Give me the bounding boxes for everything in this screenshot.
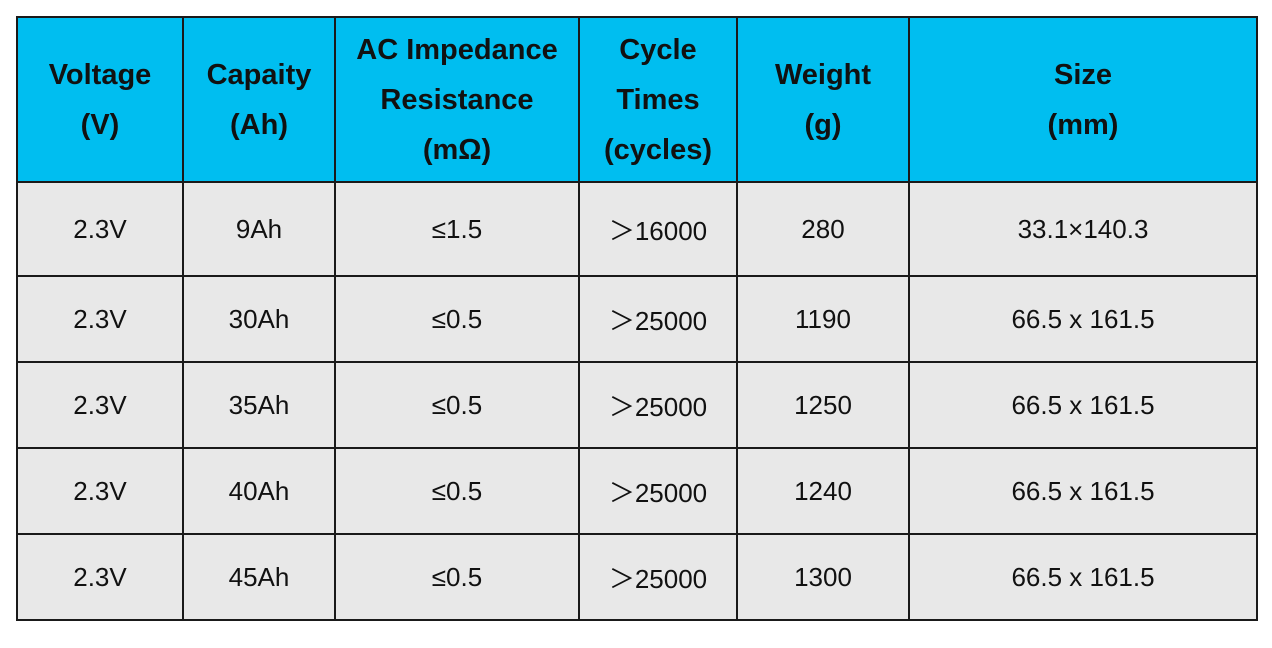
table-header: Voltage (V) Capaity (Ah) AC Impedance Resista… xyxy=(16,16,1258,183)
header-text: (Ah) xyxy=(230,108,288,141)
header-text: AC Impedance xyxy=(356,33,558,66)
header-text: (g) xyxy=(804,108,842,141)
table-cell: 66.5 x 161.5 xyxy=(908,447,1258,535)
table-cell: ≤0.5 xyxy=(334,275,580,363)
table-cell: 1240 xyxy=(736,447,910,535)
table-cell: 66.5 x 161.5 xyxy=(908,533,1258,621)
table-cell: 33.1×140.3 xyxy=(908,181,1258,277)
header-cell: AC Impedance Resistance (mΩ) xyxy=(334,16,580,183)
header-text: Voltage xyxy=(48,58,152,91)
table-row: 2.3V 30Ah ≤0.5 ＞25000 1190 66.5 x 161.5 xyxy=(16,275,1258,363)
header-text: (mm) xyxy=(1047,108,1119,141)
table-cell: 1250 xyxy=(736,361,910,449)
table-cell: 1190 xyxy=(736,275,910,363)
table-cell: 2.3V xyxy=(16,533,184,621)
table-cell: ＞25000 xyxy=(578,447,738,535)
table-cell: 280 xyxy=(736,181,910,277)
table-cell: 40Ah xyxy=(182,447,336,535)
header-text: (mΩ) xyxy=(422,133,492,166)
table-row: 2.3V 9Ah ≤1.5 ＞16000 280 33.1×140.3 xyxy=(16,181,1258,277)
header-text: Weight xyxy=(774,58,872,91)
table-cell: ＞25000 xyxy=(578,361,738,449)
header-text: Capaity xyxy=(206,58,312,91)
table-row: 2.3V 35Ah ≤0.5 ＞25000 1250 66.5 x 161.5 xyxy=(16,361,1258,449)
table-body: 2.3V 9Ah ≤1.5 ＞16000 280 33.1×140.3 2.3V 30Ah ≤0… xyxy=(16,181,1258,621)
header-row: Voltage (V) Capaity (Ah) AC Impedance Resista… xyxy=(16,16,1258,183)
table-row: 2.3V 45Ah ≤0.5 ＞25000 1300 66.5 x 161.5 xyxy=(16,533,1258,621)
table-cell: ＞25000 xyxy=(578,275,738,363)
table-cell: 2.3V xyxy=(16,447,184,535)
table-cell: ＞16000 xyxy=(578,181,738,277)
table-cell: 2.3V xyxy=(16,361,184,449)
table-cell: ≤1.5 xyxy=(334,181,580,277)
table-cell: ＞25000 xyxy=(578,533,738,621)
table-cell: 2.3V xyxy=(16,181,184,277)
table-cell: ≤0.5 xyxy=(334,533,580,621)
header-text: (cycles) xyxy=(603,133,712,166)
table-row: 2.3V 40Ah ≤0.5 ＞25000 1240 66.5 x 161.5 xyxy=(16,447,1258,535)
header-text: (V) xyxy=(80,108,120,141)
header-cell: Voltage (V) xyxy=(16,16,184,183)
table-cell: 35Ah xyxy=(182,361,336,449)
table-cell: 2.3V xyxy=(16,275,184,363)
header-cell: Capaity (Ah) xyxy=(182,16,336,183)
table-cell: 1300 xyxy=(736,533,910,621)
table-cell: 66.5 x 161.5 xyxy=(908,275,1258,363)
header-text: Size xyxy=(1053,58,1113,91)
spec-table: Voltage (V) Capaity (Ah) AC Impedance Resista… xyxy=(16,16,1258,621)
header-text: Cycle xyxy=(619,33,697,66)
header-cell: Weight (g) xyxy=(736,16,910,183)
table-cell: 45Ah xyxy=(182,533,336,621)
table-cell: 66.5 x 161.5 xyxy=(908,361,1258,449)
header-text: Times xyxy=(616,83,700,116)
header-cell: Cycle Times (cycles) xyxy=(578,16,738,183)
table-cell: ≤0.5 xyxy=(334,447,580,535)
table-cell: ≤0.5 xyxy=(334,361,580,449)
table-cell: 9Ah xyxy=(182,181,336,277)
table-cell: 30Ah xyxy=(182,275,336,363)
header-cell: Size (mm) xyxy=(908,16,1258,183)
header-text: Resistance xyxy=(380,83,534,116)
